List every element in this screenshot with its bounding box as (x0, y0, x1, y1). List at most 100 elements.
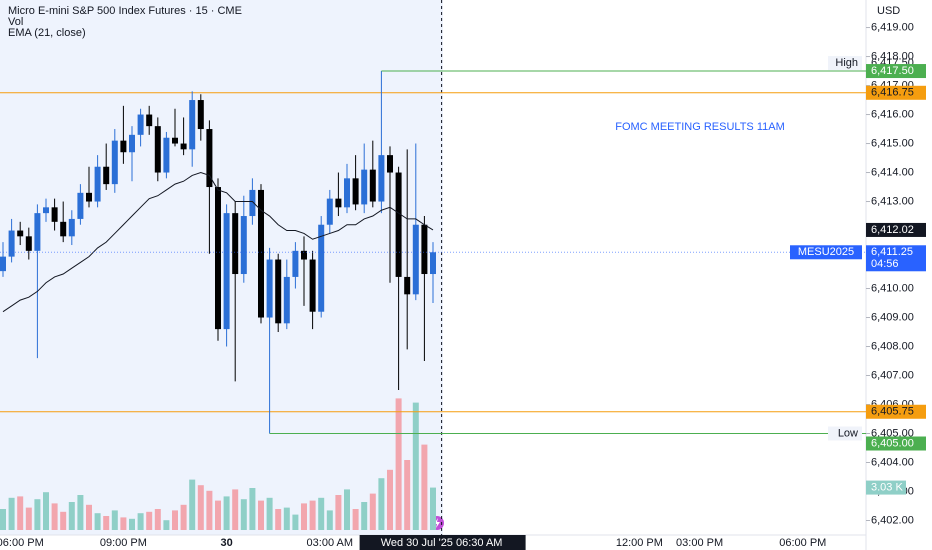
price-line-badge (866, 85, 926, 100)
low-badge (866, 436, 926, 451)
volume-bar (129, 518, 135, 530)
candle-body (387, 155, 393, 173)
candle-body (189, 100, 196, 150)
symbol-label: MESU2025 (798, 246, 854, 258)
countdown-label: 04:56 (871, 258, 899, 270)
y-tick-label: 6,407.00 (871, 369, 914, 381)
legend-entry: EMA (21, close) (8, 27, 86, 39)
candle-body (120, 140, 127, 153)
current-price-label: 6,411.25 (871, 246, 913, 258)
volume-bar (154, 509, 161, 530)
candle-body (215, 187, 221, 330)
y-tick-label: 6,402.00 (871, 514, 914, 526)
annotation: FOMC MEETING RESULTS 11AM (615, 121, 785, 133)
volume-bar (430, 487, 436, 530)
volume-bar (344, 489, 350, 530)
candle-body (111, 140, 118, 185)
volume-bar (232, 489, 239, 530)
candle-body (163, 137, 170, 173)
price-line-badge (866, 404, 926, 419)
y-tick-label: 6,418.00 (871, 50, 914, 62)
high-name: High (835, 57, 858, 69)
volume-bar (326, 510, 333, 530)
volume-bar (387, 469, 393, 530)
volume-bar (43, 492, 49, 530)
candle-body (275, 259, 282, 324)
volume-bar (395, 398, 402, 530)
volume-bar (180, 504, 187, 530)
volume-bar (120, 517, 127, 530)
low-name-box (828, 426, 862, 441)
volume-bar (189, 479, 196, 530)
candle-body (292, 250, 299, 277)
candle-body (249, 189, 256, 217)
y-tick-label: 6,413.00 (871, 195, 914, 207)
volume-bar (0, 509, 6, 530)
candle-body (335, 198, 342, 208)
candle-body (223, 213, 230, 330)
candle-body (34, 213, 41, 251)
high-name-box (828, 56, 862, 71)
candle-body (154, 126, 161, 173)
candle-body (352, 178, 359, 205)
candle-body (0, 256, 6, 272)
volume-bar (412, 402, 419, 530)
y-tick-label: 6,419.00 (871, 21, 914, 33)
volume-bar (8, 497, 15, 530)
volume-bar (34, 499, 41, 530)
volume-bar (258, 500, 264, 530)
candle-body (301, 250, 307, 260)
currency-label: USD (877, 5, 900, 17)
volume-badge-label: 3.03 K (871, 481, 903, 493)
crosshair-time-box (359, 535, 526, 550)
volume-bar (421, 444, 428, 530)
price-line-label: 6,405.75 (871, 406, 914, 418)
volume-bar (17, 496, 24, 530)
volume-bar (197, 485, 204, 530)
volume-bar (68, 502, 75, 530)
current-price-badge (866, 245, 926, 272)
volume-bar (318, 497, 325, 530)
x-tick-label: 30 (220, 537, 232, 549)
candle-body (240, 216, 247, 275)
legend-entry: Vol (8, 16, 23, 28)
candle-body (378, 155, 385, 202)
volume-bar (240, 499, 247, 530)
candle-body (77, 192, 84, 219)
volume-bar (301, 503, 307, 530)
volume-bar (94, 513, 101, 530)
volume-bar (86, 504, 92, 530)
volume-bar (369, 493, 376, 530)
volume-bar (223, 496, 230, 530)
candle-body (146, 114, 153, 127)
volume-bar (283, 507, 290, 530)
candle-body (137, 114, 144, 135)
y-tick-label: 6,414.00 (871, 166, 914, 178)
candle-body (326, 198, 333, 225)
x-tick-label: 09:00 PM (100, 537, 147, 549)
chart-title: Micro E-mini S&P 500 Index Futures · 15 … (8, 5, 242, 17)
price-line-label: 6,416.75 (871, 87, 914, 99)
volume-bar (249, 488, 256, 530)
candle-body (412, 224, 419, 295)
candle-body (344, 178, 350, 208)
volume-badge (866, 480, 906, 495)
volume-bar (404, 460, 411, 530)
volume-bar (137, 513, 144, 530)
candle-body (60, 221, 67, 237)
volume-bar (60, 511, 67, 530)
candle-body (395, 172, 402, 277)
volume-bar (361, 502, 368, 530)
candle-body (129, 134, 135, 153)
ema-badge-label: 6,412.02 (871, 224, 914, 236)
volume-bar (215, 500, 221, 530)
candle-body (51, 207, 58, 222)
candle-body (25, 236, 32, 251)
candle-body (180, 143, 187, 150)
candle-body (421, 224, 428, 275)
x-tick-label: 06:00 PM (0, 537, 44, 549)
candle-body (430, 252, 436, 275)
candle-body (17, 230, 24, 237)
y-tick-label: 6,408.00 (871, 340, 914, 352)
x-tick-label: 06:00 PM (779, 537, 826, 549)
